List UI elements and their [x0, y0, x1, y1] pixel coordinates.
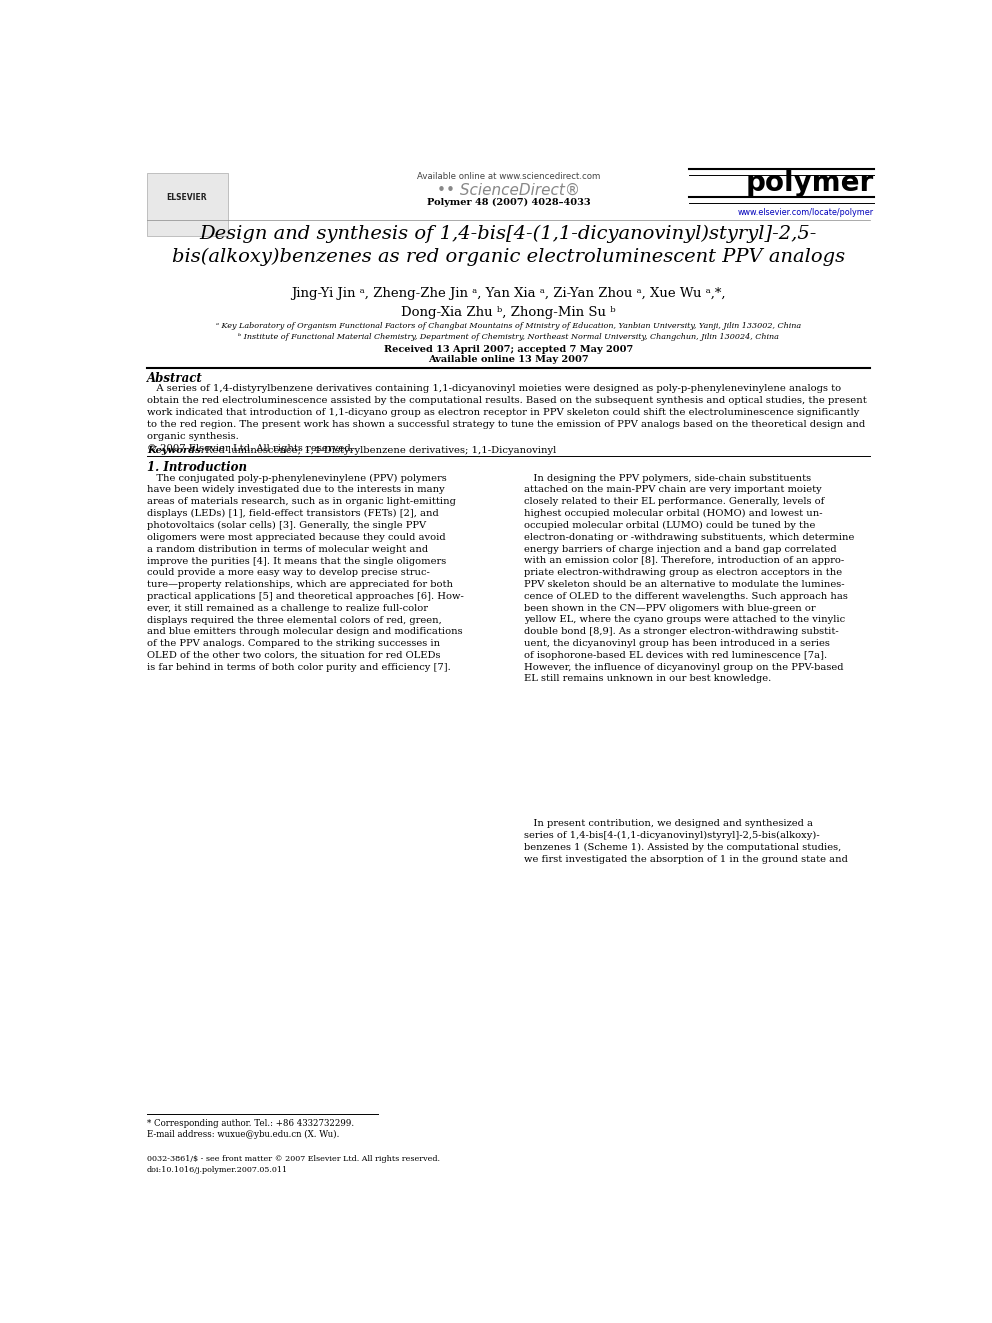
Text: ᵃ Key Laboratory of Organism Functional Factors of Changbai Mountains of Ministr: ᵃ Key Laboratory of Organism Functional … [216, 321, 801, 329]
Text: 0032-3861/$ - see front matter © 2007 Elsevier Ltd. All rights reserved.
doi:10.: 0032-3861/$ - see front matter © 2007 El… [147, 1155, 440, 1174]
Text: A series of 1,4-distyrylbenzene derivatives containing 1,1-dicyanovinyl moieties: A series of 1,4-distyrylbenzene derivati… [147, 384, 867, 452]
Text: Received 13 April 2007; accepted 7 May 2007: Received 13 April 2007; accepted 7 May 2… [384, 345, 633, 355]
Text: www.elsevier.com/locate/polymer: www.elsevier.com/locate/polymer [737, 208, 874, 217]
Text: ᵇ Institute of Functional Material Chemistry, Department of Chemistry, Northeast: ᵇ Institute of Functional Material Chemi… [238, 333, 779, 341]
Text: Available online at www.sciencedirect.com: Available online at www.sciencedirect.co… [417, 172, 600, 181]
Text: The conjugated poly-p-phenylenevinylene (PPV) polymers
have been widely investig: The conjugated poly-p-phenylenevinylene … [147, 474, 464, 672]
Text: * Corresponding author. Tel.: +86 4332732299.: * Corresponding author. Tel.: +86 433273… [147, 1119, 354, 1129]
Text: Red luminescence; 1,4-Distyrylbenzene derivatives; 1,1-Dicyanovinyl: Red luminescence; 1,4-Distyrylbenzene de… [204, 446, 556, 455]
Text: ELSEVIER: ELSEVIER [167, 193, 207, 202]
Text: E-mail address: wuxue@ybu.edu.cn (X. Wu).: E-mail address: wuxue@ybu.edu.cn (X. Wu)… [147, 1130, 339, 1139]
Text: 1. Introduction: 1. Introduction [147, 462, 247, 475]
Text: In designing the PPV polymers, side-chain substituents
attached on the main-PPV : In designing the PPV polymers, side-chai… [524, 474, 854, 684]
Text: Polymer 48 (2007) 4028–4033: Polymer 48 (2007) 4028–4033 [427, 197, 590, 206]
Text: Keywords:: Keywords: [147, 446, 204, 455]
Bar [147, 173, 228, 237]
Text: •• ScienceDirect®: •• ScienceDirect® [436, 183, 580, 198]
Text: Design and synthesis of 1,4-bis[4-(1,1-dicyanovinyl)styryl]-2,5-
bis(alkoxy)benz: Design and synthesis of 1,4-bis[4-(1,1-d… [172, 225, 845, 266]
Text: Available online 13 May 2007: Available online 13 May 2007 [429, 356, 588, 364]
Text: In present contribution, we designed and synthesized a
series of 1,4-bis[4-(1,1-: In present contribution, we designed and… [524, 819, 847, 864]
Text: Jing-Yi Jin ᵃ, Zheng-Zhe Jin ᵃ, Yan Xia ᵃ, Zi-Yan Zhou ᵃ, Xue Wu ᵃ,*,
Dong-Xia Z: Jing-Yi Jin ᵃ, Zheng-Zhe Jin ᵃ, Yan Xia … [291, 287, 726, 319]
Text: polymer: polymer [745, 169, 874, 197]
Text: Abstract: Abstract [147, 372, 202, 385]
